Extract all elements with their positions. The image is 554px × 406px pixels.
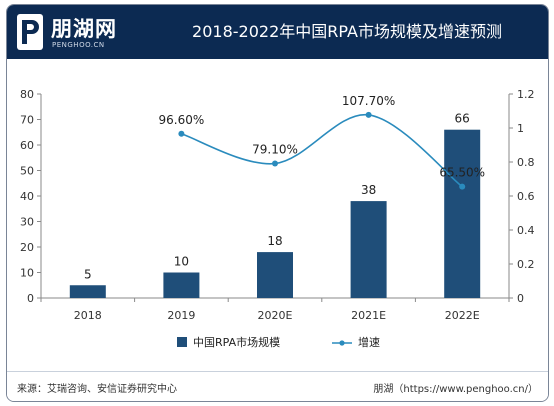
chart-area: 0 10 20 30 40 50 60 70 80 0 0.2 0.4 0.6 0.8 1 1.2 2018 20…: [20, 88, 535, 349]
brand-logo-icon: [17, 14, 43, 50]
bar-value-label: 38: [361, 183, 376, 197]
y-left-tick-label: 10: [20, 267, 34, 280]
growth-point-2022E: [459, 183, 466, 190]
bar-2020E: [257, 252, 293, 298]
y-right-tick-label: 1.2: [517, 88, 535, 101]
y-left-tick-label: 50: [20, 165, 34, 178]
legend-bar-label: 中国RPA市场规模: [193, 335, 280, 349]
y-right-tick-label: 0: [517, 292, 524, 305]
page-title: 2018-2022年中国RPA市场规模及增速预测: [192, 22, 502, 41]
legend-line-label: 增速: [358, 335, 380, 349]
legend-line-marker: [339, 340, 345, 346]
bar-2019: [163, 272, 200, 298]
growth-point-2021E: [365, 111, 372, 118]
growth-point-2019: [178, 130, 185, 137]
growth-value-label: 107.70%: [342, 94, 395, 108]
chart-card: 朋湖网 PENGHOO.CN 2018-2022年中国RPA市场规模及增速预测 …: [6, 4, 549, 402]
credit-note: 朋湖（https://www.penghoo.cn/）: [373, 384, 538, 395]
y-right-tick-label: 0.4: [517, 224, 535, 237]
growth-value-label: 79.10%: [252, 143, 298, 157]
y-left-tick-label: 70: [20, 114, 34, 127]
footer-bar: 来源：艾瑞咨询、安信证券研究中心 朋湖（https://www.penghoo.…: [7, 371, 548, 401]
source-note: 来源：艾瑞咨询、安信证券研究中心: [17, 384, 177, 395]
y-right-tick-label: 0.8: [517, 156, 535, 169]
bar-value-label: 18: [267, 234, 282, 248]
brand-name: 朋湖网: [51, 17, 117, 41]
y-left-tick-label: 0: [27, 292, 34, 305]
y-left-tick-label: 60: [20, 139, 34, 152]
bar-value-label: 10: [174, 255, 189, 269]
growth-value-label: 65.50%: [439, 166, 485, 180]
x-tick-label: 2020E: [258, 309, 293, 322]
y-left-tick-label: 40: [20, 190, 34, 203]
bar-value-label: 66: [455, 112, 470, 126]
y-left-tick-label: 20: [20, 241, 34, 254]
y-left-tick-label: 30: [20, 216, 34, 229]
y-right-tick-label: 0.2: [517, 258, 535, 271]
x-tick-label: 2021E: [351, 309, 386, 322]
x-tick-label: 2019: [167, 309, 195, 322]
bar-2022E: [444, 129, 481, 298]
y-right-tick-label: 0.6: [517, 190, 535, 203]
header-bar: 朋湖网 PENGHOO.CN 2018-2022年中国RPA市场规模及增速预测: [7, 5, 548, 59]
growth-line: [181, 114, 463, 188]
y-left-tick-label: 80: [20, 88, 34, 101]
bar-2021E: [350, 201, 387, 298]
bar-2018: [69, 285, 106, 298]
brand-subtitle: PENGHOO.CN: [52, 41, 105, 49]
legend-bar-swatch: [177, 337, 187, 347]
growth-value-label: 96.60%: [159, 113, 205, 127]
x-tick-label: 2018: [74, 309, 102, 322]
y-right-tick-label: 1: [517, 122, 524, 135]
bar-value-label: 5: [84, 267, 92, 281]
growth-point-2020E: [272, 160, 278, 167]
x-tick-label: 2022E: [445, 309, 480, 322]
